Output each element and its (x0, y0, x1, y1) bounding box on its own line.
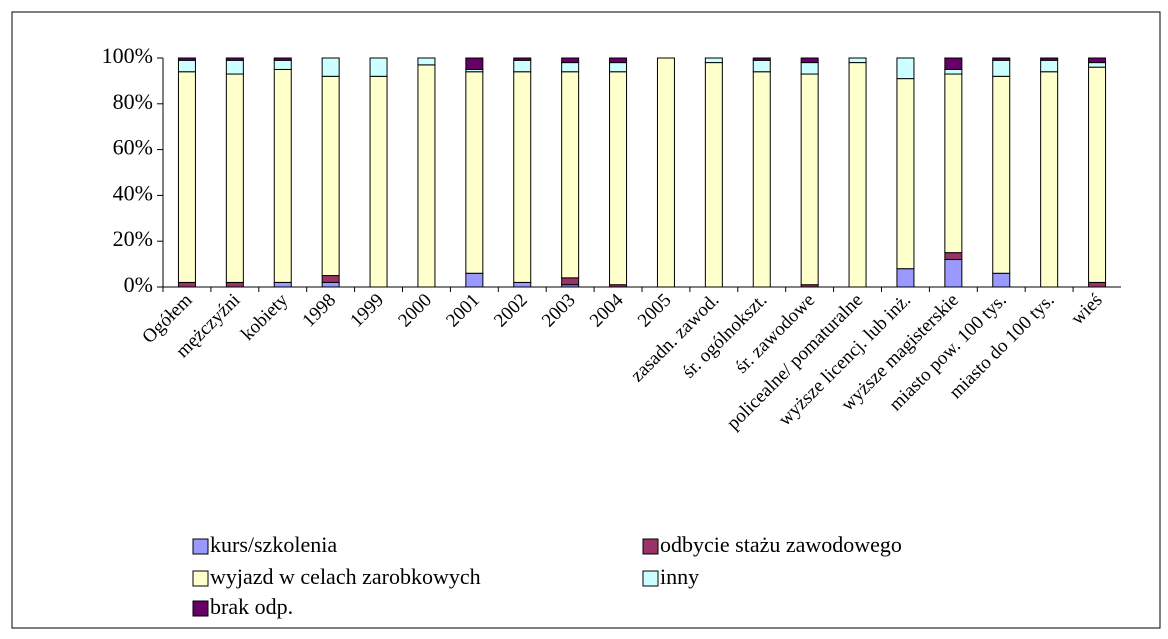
bar-segment (225, 281, 244, 288)
bar-segment (992, 59, 1011, 77)
legend-swatch (192, 570, 209, 587)
bar-segment (944, 68, 963, 75)
legend-swatch (642, 538, 659, 555)
bar-segment (944, 57, 963, 70)
legend-label: brak odp. (210, 594, 293, 619)
bar-segment (848, 62, 867, 288)
bar-segment (800, 57, 819, 64)
bar-segment (321, 275, 340, 283)
bar-segment (992, 57, 1011, 61)
bar-segment (321, 57, 340, 77)
bar-segment (1040, 59, 1059, 73)
bar-segment (177, 57, 196, 61)
bar-segment (465, 57, 484, 70)
y-tick-label: 80% (113, 89, 153, 114)
bar-segment (1040, 57, 1059, 61)
bar-segment (561, 57, 580, 64)
bar-segment (1088, 57, 1107, 64)
bar-segment (609, 62, 628, 73)
bar-segment (944, 259, 963, 288)
bar-segment (417, 57, 436, 66)
bar-segment (465, 272, 484, 288)
bar-segment (1040, 71, 1059, 288)
y-tick-label: 20% (113, 226, 153, 251)
y-tick-label: 0% (124, 272, 153, 297)
bar-segment (465, 71, 484, 274)
bar-segment (369, 57, 388, 77)
bar-segment (896, 57, 915, 80)
legend-swatch (192, 538, 209, 555)
bar-segment (513, 281, 532, 288)
bar-segment (704, 57, 723, 64)
bar-segment (225, 73, 244, 283)
bar-segment (513, 57, 532, 61)
y-tick-label: 100% (102, 43, 153, 68)
bar-segment (513, 59, 532, 73)
bar-segment (273, 57, 292, 61)
bar-segment (177, 71, 196, 283)
bar-segment (273, 281, 292, 288)
bar-segment (896, 78, 915, 270)
legend-label: inny (660, 564, 699, 589)
bar-segment (656, 57, 675, 288)
bar-segment (561, 277, 580, 286)
legend-swatch (192, 600, 209, 617)
bar-segment (1088, 281, 1107, 288)
bar-segment (992, 272, 1011, 288)
bar-segment (561, 62, 580, 73)
bar-segment (1088, 62, 1107, 68)
bar-segment (609, 57, 628, 64)
bar-segment (273, 59, 292, 70)
bar-segment (225, 59, 244, 75)
bar-segment (752, 59, 771, 73)
bar-segment (896, 268, 915, 288)
bar-segment (561, 71, 580, 279)
bar-segment (944, 252, 963, 261)
legend-label: kurs/szkolenia (210, 532, 337, 557)
bar-segment (513, 71, 532, 283)
bar-segment (704, 62, 723, 288)
bar-segment (321, 281, 340, 288)
y-tick-label: 60% (113, 135, 153, 160)
bar-segment (417, 64, 436, 288)
bar-segment (752, 57, 771, 61)
legend-label: odbycie stażu zawodowego (660, 532, 902, 557)
bar-segment (225, 57, 244, 61)
legend-label: wyjazd w celach zarobkowych (210, 564, 481, 589)
bar-segment (992, 75, 1011, 274)
chart-border (11, 11, 1161, 629)
bar-segment (177, 59, 196, 73)
bar-segment (848, 57, 867, 64)
y-tick-label: 40% (113, 180, 153, 205)
bar-segment (800, 62, 819, 75)
bar-segment (752, 71, 771, 288)
bar-segment (369, 75, 388, 288)
bar-segment (1088, 66, 1107, 283)
bar-segment (944, 73, 963, 254)
bar-segment (273, 68, 292, 283)
bar-segment (177, 281, 196, 288)
bar-segment (321, 75, 340, 277)
legend-swatch (642, 570, 659, 587)
bar-segment (609, 71, 628, 286)
bar-segment (800, 73, 819, 286)
